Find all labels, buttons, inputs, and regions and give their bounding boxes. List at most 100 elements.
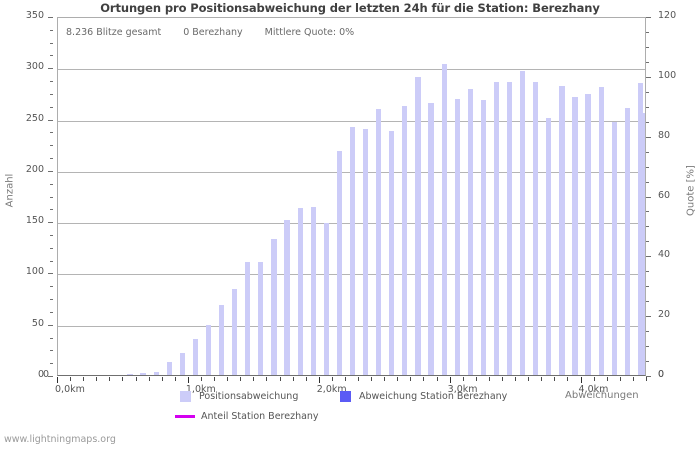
y-axis-right-minor-tick: [646, 241, 649, 242]
y-axis-right-minor-tick: [646, 182, 649, 183]
y-axis-left-minor-tick: [50, 299, 53, 300]
bars-layer: [58, 18, 645, 375]
x-axis-tick: [57, 377, 58, 383]
x-axis-tick-label: 4,0km: [578, 384, 609, 395]
bar: [624, 108, 630, 375]
bar: [520, 71, 526, 375]
bar: [362, 128, 369, 375]
y-axis-right-tick-label: 20: [658, 309, 671, 320]
x-axis-tick: [70, 377, 71, 381]
y-axis-left-minor-tick: [50, 30, 53, 31]
x-axis-tick: [280, 377, 281, 381]
bar: [598, 86, 604, 375]
legend-label: Anteil Station Berezhany: [201, 411, 319, 422]
x-axis-tick: [96, 377, 97, 381]
x-axis-tick: [646, 377, 647, 381]
y-axis-right-minor-tick: [646, 346, 649, 347]
x-axis-tick: [620, 377, 621, 381]
x-axis-tick: [489, 377, 490, 381]
x-axis-tick: [554, 377, 555, 381]
y-axis-left-tick-label: 100: [25, 266, 44, 277]
y-axis-left-tick: [48, 17, 53, 18]
x-axis-tick: [293, 377, 294, 381]
x-axis-tick-label: 1,0km: [185, 384, 216, 395]
y-axis-right-minor-tick: [646, 361, 649, 362]
x-axis-tick: [528, 377, 529, 381]
y-axis-left-tick: [48, 120, 53, 121]
bar: [310, 206, 316, 375]
y-axis-right-tick-label: 40: [658, 249, 671, 260]
y-axis-left-minor-tick: [50, 261, 53, 262]
x-axis-tick-label: 2,0km: [316, 384, 347, 395]
x-axis: 0,0km 1,0km 2,0km 3,0km 4,0km: [55, 377, 647, 399]
gridline: [58, 121, 645, 122]
y-axis-left-minor-tick: [50, 94, 53, 95]
x-axis-tick: [149, 377, 150, 381]
bar: [232, 288, 238, 375]
y-axis-right-minor-tick: [646, 62, 649, 63]
y-axis-left-tick-label: 150: [25, 215, 44, 226]
bar: [245, 262, 251, 375]
y-axis-left-minor-tick: [50, 132, 53, 133]
legend-color-swatch: [340, 391, 351, 402]
y-axis-left-tick-label: 0: [37, 369, 44, 380]
x-axis-tick: [306, 377, 307, 381]
x-axis-tick: [397, 377, 398, 381]
x-axis-tick: [567, 377, 568, 381]
stats-station: 0 Berezhany: [183, 27, 243, 38]
x-axis-tick: [253, 377, 254, 381]
x-axis-tick: [423, 377, 424, 381]
bar: [166, 361, 172, 375]
bar: [284, 220, 290, 375]
bar: [258, 262, 264, 375]
legend-label: Abweichung Station Berezhany: [359, 391, 508, 402]
x-axis-tick: [266, 377, 267, 381]
y-axis-left-minor-tick: [50, 81, 53, 82]
y-axis-right-minor-tick: [646, 122, 649, 123]
y-axis-right-tick: [646, 316, 651, 317]
y-axis-left-minor-tick: [50, 43, 53, 44]
bar: [639, 113, 645, 375]
y-axis-left-tick-label: 50: [31, 318, 44, 329]
x-axis-tick: [371, 377, 372, 381]
x-axis-tick: [175, 377, 176, 381]
y-axis-left-minor-tick: [50, 235, 53, 236]
y-axis-left-tick: [48, 171, 53, 172]
stats-line: 8.236 Blitze gesamt 0 Berezhany Mittlere Q…: [66, 27, 354, 38]
x-axis-tick: [463, 377, 464, 381]
legend-color-swatch: [180, 391, 191, 402]
y-axis-left-minor-tick: [50, 338, 53, 339]
x-axis-tick: [607, 377, 608, 381]
y-axis-left-tick: [48, 222, 53, 223]
bar: [349, 126, 356, 375]
y-axis-right-tick: [646, 77, 651, 78]
y-axis-right-tick-label: 60: [658, 190, 671, 201]
x-axis-tick: [319, 377, 320, 383]
x-axis-tick: [227, 377, 228, 381]
bar: [585, 93, 591, 375]
bar: [402, 106, 408, 375]
x-axis-tick: [240, 377, 241, 381]
y-axis-right-minor-tick: [646, 47, 649, 48]
y-axis-left-minor-tick: [50, 184, 53, 185]
x-axis-tick: [476, 377, 477, 381]
y-axis-right-tick: [646, 137, 651, 138]
legend-item[interactable]: Abweichung Station Berezhany: [340, 391, 507, 402]
bar: [533, 81, 539, 375]
x-axis-tick: [83, 377, 84, 381]
bar: [179, 353, 185, 375]
x-axis-tick: [515, 377, 516, 381]
chart-title: Ortungen pro Positionsabweichung der let…: [100, 1, 600, 15]
footer-url: www.lightningmaps.org: [4, 434, 116, 445]
bar: [218, 305, 225, 375]
legend-item[interactable]: Positionsabweichung: [180, 391, 298, 402]
bar: [153, 371, 159, 375]
chart-legend: Positionsabweichung Abweichung Station Be…: [0, 391, 700, 431]
y-axis-right: 0 20 40 60 80 100 120: [646, 10, 700, 380]
gridline: [58, 69, 645, 70]
x-axis-tick: [502, 377, 503, 381]
bar: [297, 207, 303, 375]
y-axis-right-minor-tick: [646, 107, 649, 108]
legend-item[interactable]: Anteil Station Berezhany: [175, 411, 319, 422]
y-axis-right-minor-tick: [646, 331, 649, 332]
